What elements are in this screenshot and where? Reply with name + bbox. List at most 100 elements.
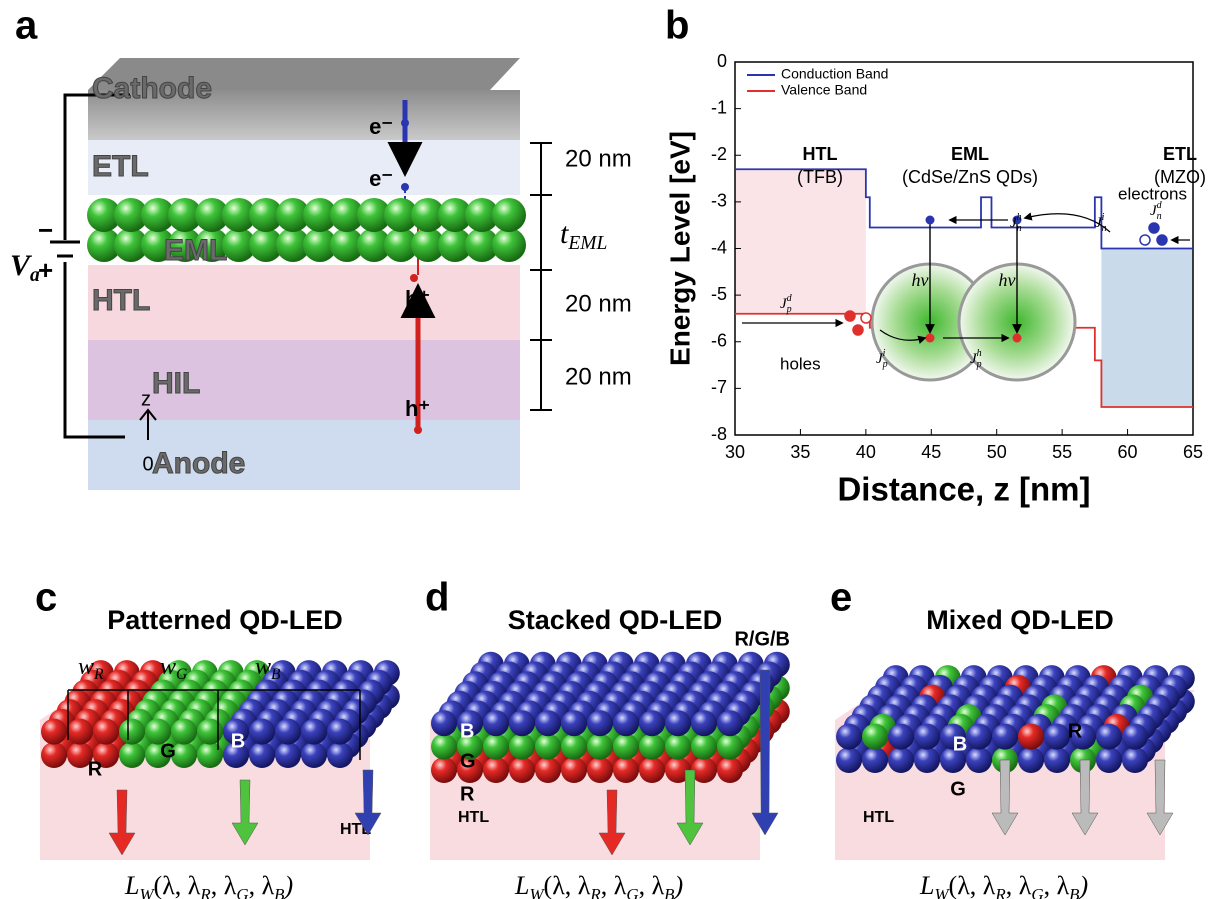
minus-sign: − (38, 215, 53, 245)
qd-sphere (862, 724, 888, 750)
width-label-part: w (255, 654, 271, 680)
width-label: wR (78, 654, 104, 683)
width-label-part: G (176, 666, 187, 683)
carrier-dot (401, 183, 409, 191)
stack-tag: R/G/B (734, 628, 790, 650)
qd-sphere (914, 724, 940, 750)
qd-sphere (301, 742, 327, 768)
carrier-dot (414, 426, 422, 434)
emission-formula-part: , λ (1044, 871, 1070, 899)
qd-sphere (587, 710, 613, 736)
carrier-label: h⁺ (405, 396, 430, 421)
qd-sphere (1044, 747, 1070, 773)
width-label: wG (160, 654, 187, 683)
thickness-label: 20 nm (565, 145, 632, 172)
qd-sphere (535, 734, 561, 760)
qd-sphere (1018, 747, 1044, 773)
color-letter: G (160, 740, 176, 762)
y-tick-label: -6 (711, 331, 727, 351)
current-label: Jnh (1010, 212, 1022, 234)
emission-formula: LW(λ, λR, λG, λB) (124, 871, 293, 899)
qd-sphere (1122, 724, 1148, 750)
qd-sphere (1018, 724, 1044, 750)
current-sup: i (1102, 212, 1105, 223)
qd-sphere (509, 757, 535, 783)
emission-formula-part: G (236, 885, 248, 899)
qd-sphere (665, 734, 691, 760)
qd-sphere (717, 734, 743, 760)
qd-sphere (431, 710, 457, 736)
htl-label: HTL (458, 809, 489, 826)
y-tick-label: -3 (711, 191, 727, 211)
qd-sphere (639, 710, 665, 736)
x-tick-label: 50 (987, 442, 1007, 462)
current-label: Jni (1095, 212, 1107, 234)
emission-formula-part: ) (1078, 871, 1089, 899)
region-material: (CdSe/ZnS QDs) (902, 167, 1038, 187)
y-tick-label: -5 (711, 284, 727, 304)
qd-sphere (275, 719, 301, 745)
region-name: EML (951, 144, 989, 164)
current-sub: n (1102, 223, 1107, 234)
current-sub: p (976, 359, 982, 370)
qd-sphere (639, 757, 665, 783)
emission-formula-part: G (626, 885, 638, 899)
layer-label: Anode (152, 447, 245, 480)
qd-sphere (535, 757, 561, 783)
qd-sphere (535, 710, 561, 736)
qd-sphere (249, 719, 275, 745)
qd-sphere (914, 747, 940, 773)
device-stack (50, 58, 552, 490)
emission-formula-part: , λ (211, 871, 237, 899)
emission-formula-part: , λ (601, 871, 627, 899)
hole (861, 313, 871, 323)
current-label: Jnd (1150, 200, 1163, 222)
emission-formula-part: L (919, 871, 934, 899)
color-letter: G (950, 778, 966, 800)
x-tick-label: 55 (1052, 442, 1072, 462)
current-sub: p (882, 359, 888, 370)
x-tick-label: 60 (1118, 442, 1138, 462)
region-name: HTL (803, 144, 838, 164)
qd-sphere (613, 710, 639, 736)
carrier-name: electrons (1118, 184, 1187, 203)
t-eml-part: EML (567, 233, 607, 254)
current-sup: h (1017, 212, 1022, 223)
qd-sphere (561, 757, 587, 783)
plus-sign: + (38, 255, 53, 285)
dimension-lines (530, 143, 552, 410)
emission-formula-part: R (199, 885, 211, 899)
x-tick-label: 65 (1183, 442, 1203, 462)
y-tick-label: -7 (711, 377, 727, 397)
carrier-label: e⁻ (369, 166, 393, 191)
emission-formula-part: (λ, λ (154, 871, 201, 899)
carrier-dot (401, 119, 409, 127)
qd-sphere (301, 719, 327, 745)
qd-sphere (587, 757, 613, 783)
etl-region (1101, 249, 1193, 408)
color-letter: R (460, 783, 475, 805)
qd-sphere (691, 734, 717, 760)
qd-sphere (888, 747, 914, 773)
width-label-part: w (78, 654, 94, 680)
region-material: (TFB) (797, 167, 843, 187)
color-letter: B (460, 720, 474, 742)
htl-layer (88, 265, 520, 340)
qd-sphere (1122, 747, 1148, 773)
current-label: Jph (970, 348, 982, 370)
qd-sphere (992, 724, 1018, 750)
electron (1140, 235, 1150, 245)
qd-sphere (1096, 747, 1122, 773)
x-axis-label: Distance, z [nm] (837, 471, 1090, 508)
emission-formula-part: L (514, 871, 529, 899)
photon-label: hν (912, 270, 929, 290)
qd-sphere (197, 719, 223, 745)
panel-label: c (35, 576, 57, 620)
qd-sphere (483, 710, 509, 736)
qd-sphere (1044, 724, 1070, 750)
legend-label: Valence Band (781, 82, 867, 98)
current-sub: n (1157, 211, 1162, 222)
qd-sphere (561, 734, 587, 760)
legend-label: Conduction Band (781, 66, 888, 82)
qd-sphere (639, 734, 665, 760)
